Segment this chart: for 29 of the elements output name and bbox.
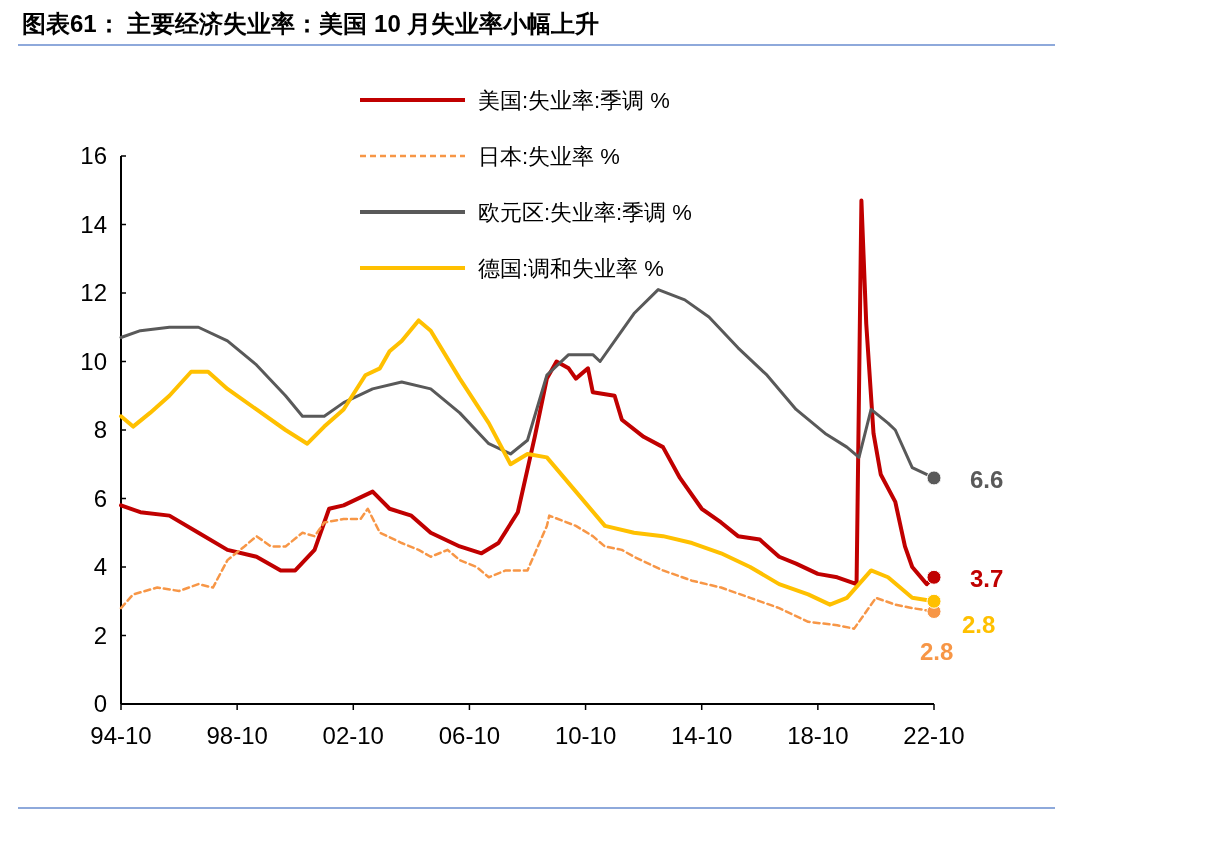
y-tick-label: 6	[93, 484, 107, 512]
x-tick-label: 18-10	[787, 722, 849, 749]
annotation: 3.7	[970, 565, 1004, 593]
point	[926, 470, 942, 486]
legend-label: 德国:调和失业率 %	[478, 256, 664, 281]
legend-label: 日本:失业率 %	[478, 144, 620, 169]
y-tick-label: 0	[93, 690, 107, 717]
y-tick-label: 2	[93, 621, 107, 649]
x-tick-label: 14-10	[671, 722, 733, 749]
annotation: 2.8	[962, 611, 996, 639]
y-tick-label: 10	[80, 347, 107, 375]
point	[926, 569, 942, 585]
x-tick-label: 06-10	[438, 722, 501, 749]
y-tick-label: 4	[93, 553, 107, 580]
legend-label: 欧元区:失业率:季调 %	[478, 200, 692, 225]
y-tick-label: 8	[93, 416, 107, 443]
x-tick-label: 94-10	[90, 722, 152, 749]
x-tick-label: 22-10	[903, 722, 965, 749]
annotation: 2.8	[920, 637, 954, 665]
x-tick-label: 98-10	[206, 722, 268, 749]
annotation: 6.6	[970, 465, 1004, 493]
y-tick-label: 12	[80, 279, 107, 306]
y-tick-label: 14	[80, 210, 107, 238]
legend-label: 美国:失业率:季调 %	[478, 88, 670, 113]
x-tick-label: 02-10	[322, 722, 384, 749]
chart-title: 图表61： 主要经济失业率：美国 10 月失业率小幅上升	[22, 10, 600, 37]
x-tick-label: 10-10	[554, 722, 617, 749]
point	[926, 593, 942, 609]
y-tick-label: 16	[80, 142, 107, 169]
